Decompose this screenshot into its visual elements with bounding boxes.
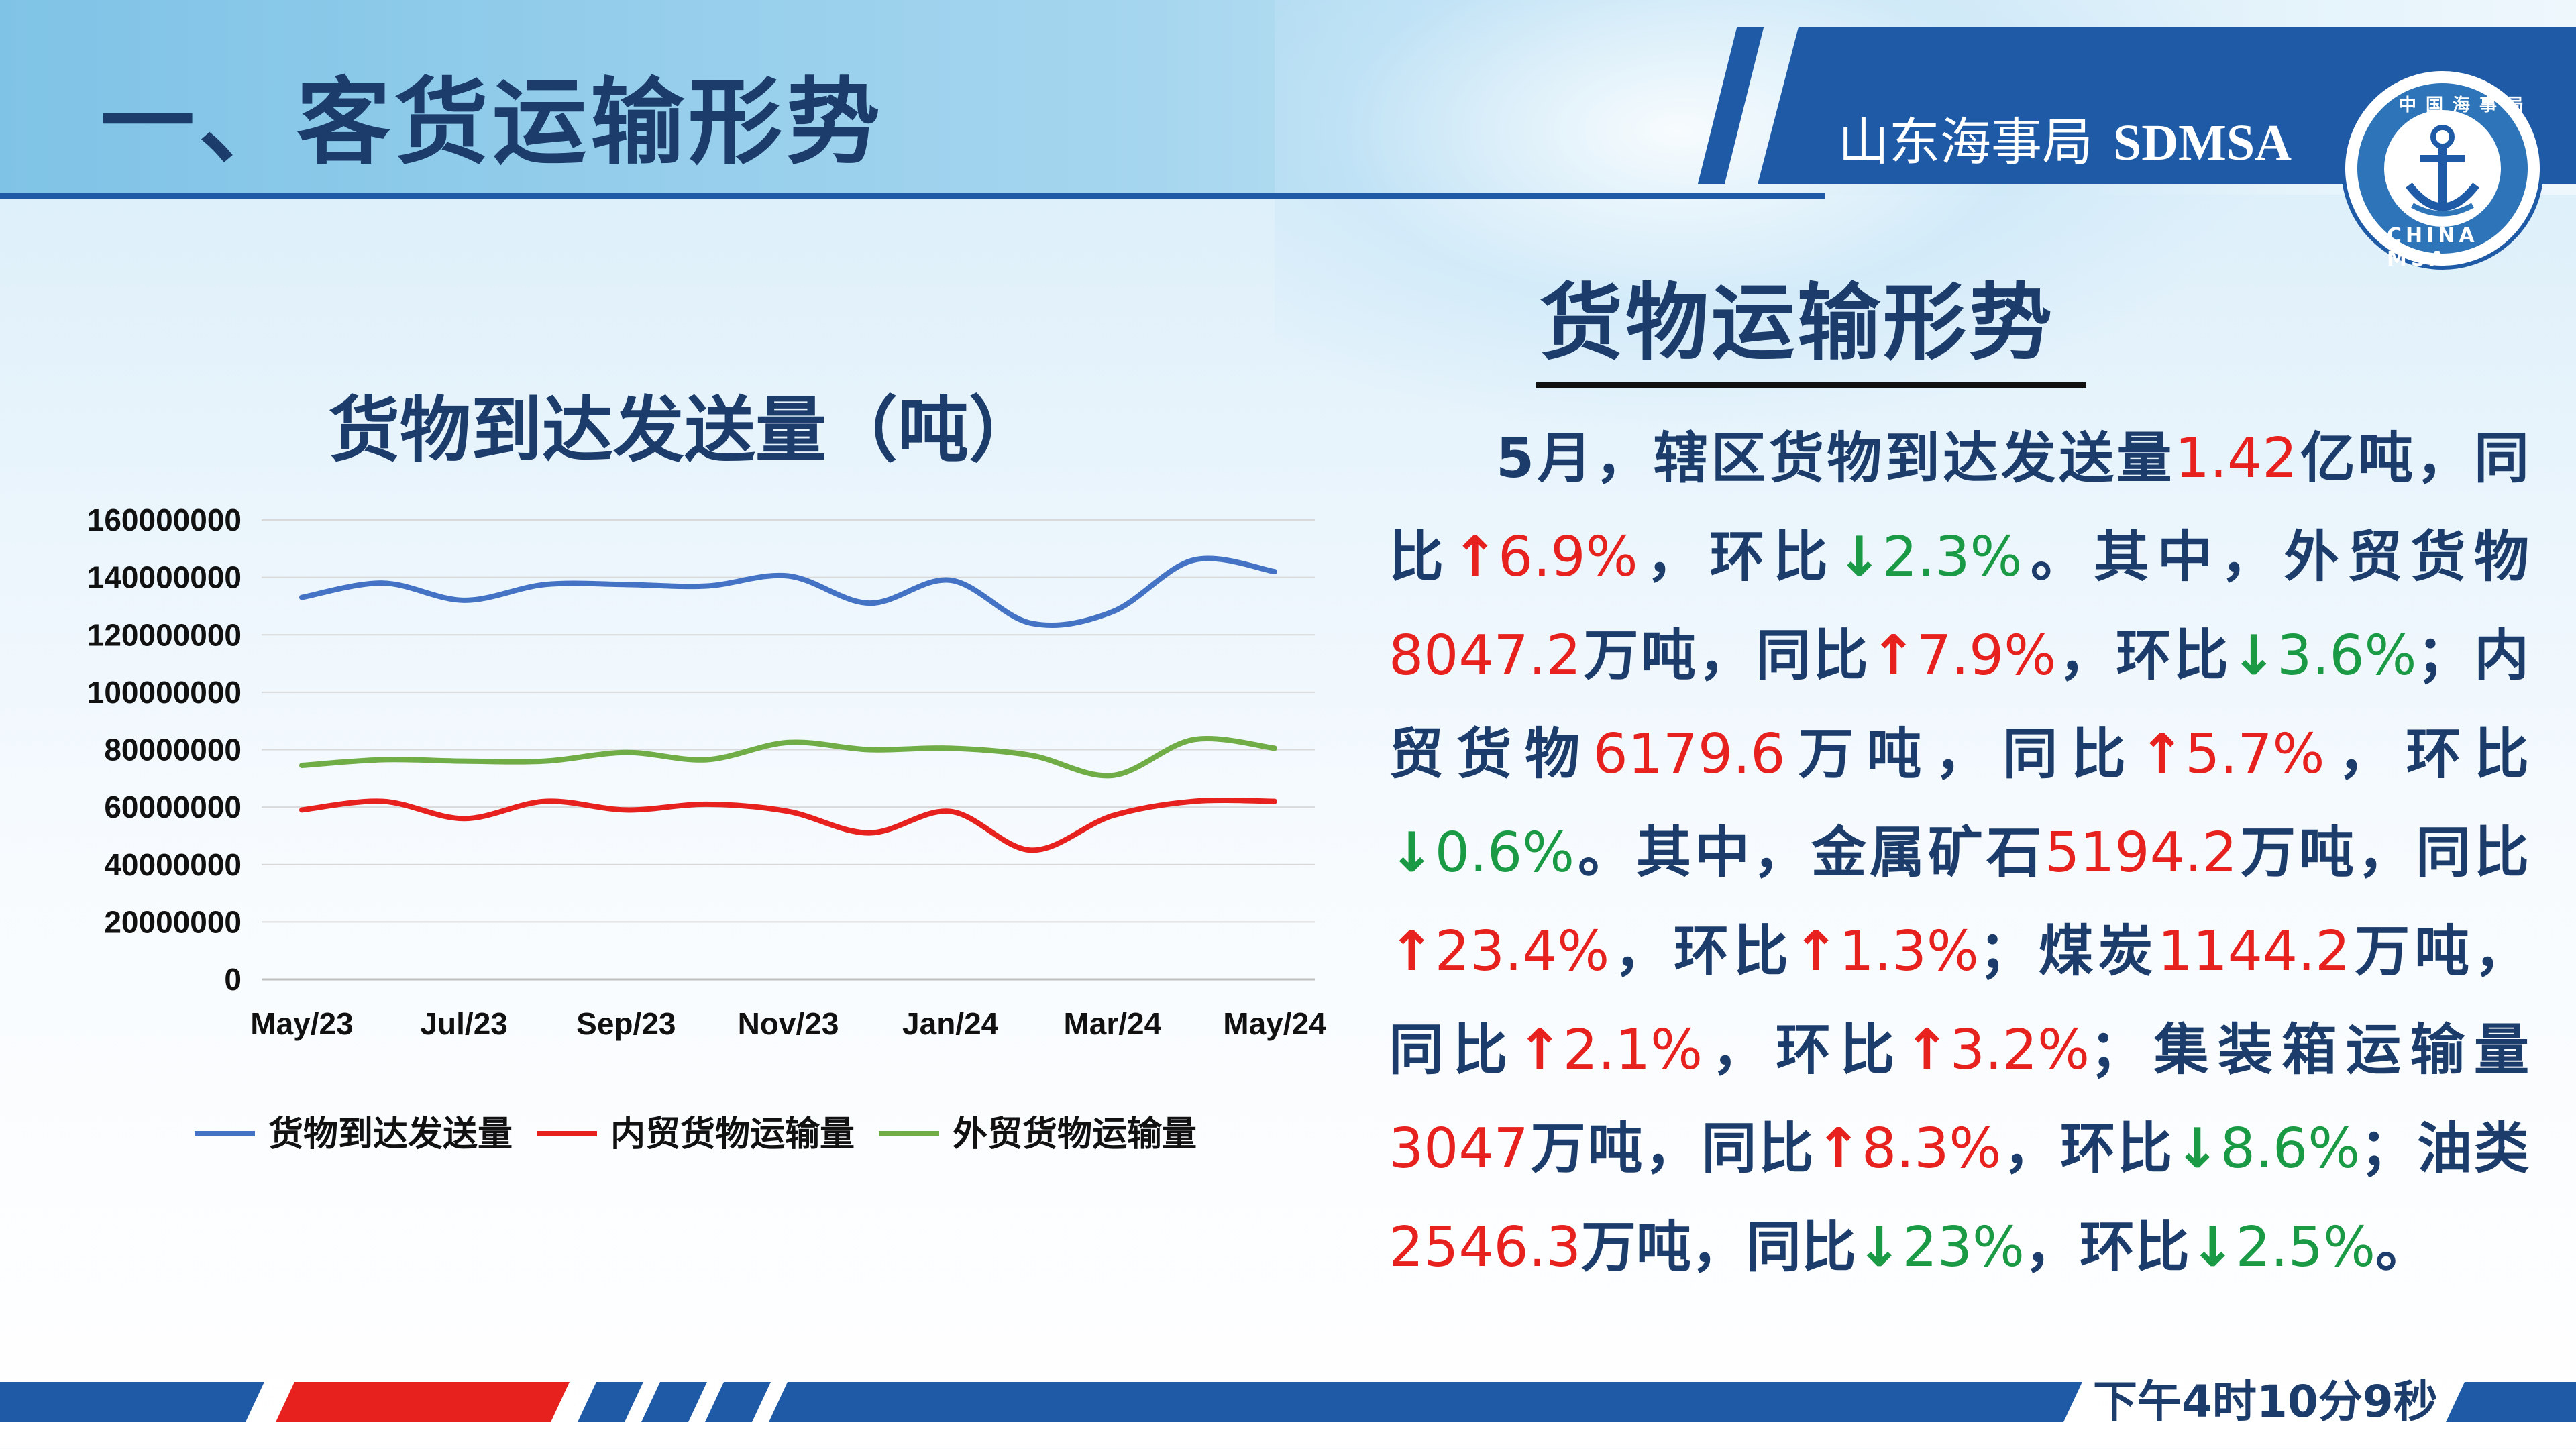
msa-logo: 中国海事局 CHINA MSA [2341,67,2544,271]
y-tick-label: 0 [224,962,241,997]
value-ore: 5194.2 [2045,821,2237,885]
x-tick-label: May/24 [1223,1006,1326,1041]
value-coal: 1144.2 [2157,920,2351,983]
value-foreign: 8047.2 [1389,624,1581,688]
value-container: 3047 [1389,1117,1529,1181]
logo-text-bottom: CHINA MSA [2387,224,2479,271]
anchor-icon [2406,125,2479,217]
legend-label: 外贸货物运输量 [953,1114,1197,1155]
arrow-up-icon: ↑ [1389,920,1435,983]
y-tick-label: 140000000 [87,560,241,595]
arrow-down-icon: ↓ [1836,525,1883,589]
section-heading: 货物运输形势 [1540,275,2055,372]
value-domestic: 6179.6 [1593,722,1786,786]
footer-segment [641,1382,707,1422]
value-total: 1.42 [2174,427,2298,490]
footer-segment [705,1382,771,1422]
series-line-2 [299,797,1277,853]
header-rule [0,193,1825,199]
brand-cn: 山东海事局 [1838,112,2093,172]
brand-en: SDMSA [2113,115,2292,171]
footer-segment [578,1382,643,1422]
arrow-up-icon: ↑ [1516,1018,1563,1082]
footer-segment-red [276,1382,570,1422]
arrow-down-icon: ↓ [1389,821,1435,885]
y-tick-label: 20000000 [104,904,241,939]
page-title: 一、客货运输形势 [101,68,885,178]
arrow-down-icon: ↓ [2189,1216,2236,1279]
x-tick-label: Mar/24 [1063,1006,1161,1041]
legend-label: 内贸货物运输量 [610,1114,855,1155]
clock-text: 下午4时10分9秒 [2093,1376,2438,1428]
y-tick-label: 120000000 [87,617,241,652]
x-tick-label: May/23 [250,1006,353,1041]
arrow-down-icon: ↓ [2174,1117,2220,1181]
y-tick-label: 80000000 [104,733,241,767]
chart-title: 货物到达发送量（吨） [329,389,1040,472]
y-tick-label: 60000000 [104,790,241,824]
arrow-up-icon: ↑ [1815,1117,1862,1181]
legend-label: 货物到达发送量 [268,1114,513,1155]
x-tick-label: Jan/24 [902,1006,999,1041]
y-tick-label: 100000000 [87,675,241,710]
arrow-up-icon: ↑ [1870,624,1917,688]
x-tick-label: Jul/23 [420,1006,507,1041]
summary-paragraph: 5月，辖区货物到达发送量1.42亿吨，同比↑6.9%，环比↓2.3%。其中，外贸… [1389,427,2529,1279]
arrow-up-icon: ↑ [1452,525,1499,589]
y-tick-label: 160000000 [87,502,241,537]
series-line-3 [299,735,1277,779]
y-tick-label: 40000000 [104,847,241,882]
x-tick-label: Nov/23 [738,1006,839,1041]
heading-underline [1536,382,2086,388]
arrow-up-icon: ↑ [1904,1018,1950,1082]
series-line-1 [299,555,1277,628]
brand-text: 山东海事局 SDMSA [1838,101,2292,174]
x-tick-label: Sep/23 [576,1006,676,1041]
logo-text-top: 中国海事局 [2399,95,2534,115]
footer-segment [769,1382,2082,1422]
arrow-up-icon: ↑ [2139,722,2186,786]
arrow-up-icon: ↑ [1792,920,1839,983]
arrow-down-icon: ↓ [2231,624,2277,688]
value-oil: 2546.3 [1389,1216,1581,1279]
footer-segment [0,1382,264,1422]
arrow-down-icon: ↓ [1856,1216,1902,1279]
line-chart: 0 20000000 40000000 60000000 80000000 1000000… [87,502,1326,1155]
